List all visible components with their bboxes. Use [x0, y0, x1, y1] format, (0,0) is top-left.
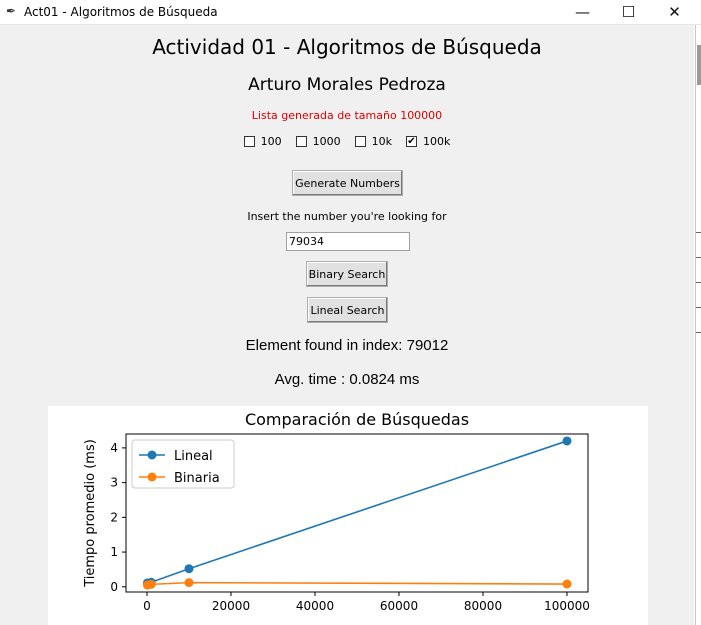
- lineal-search-button[interactable]: Lineal Search: [307, 297, 388, 323]
- size-option-label: 10k: [371, 135, 392, 148]
- x-tick-label: 40000: [296, 599, 334, 613]
- generate-numbers-button[interactable]: Generate Numbers: [292, 170, 403, 196]
- background-scrollbar-thumb: [697, 45, 701, 85]
- data-point-binaria: [146, 579, 156, 589]
- y-axis-label: Tiempo promedio (ms): [83, 439, 98, 588]
- data-point-lineal: [562, 436, 572, 446]
- legend-box: [131, 439, 235, 489]
- legend-label-binaria: Binaria: [174, 471, 220, 486]
- data-point-binaria: [184, 578, 194, 588]
- size-option-10k[interactable]: 10k: [354, 135, 392, 148]
- checkbox-100k[interactable]: ✔: [406, 135, 417, 147]
- avg-time-label: Avg. time : 0.0824 ms: [274, 371, 420, 388]
- data-point-binaria: [562, 579, 572, 589]
- maximize-button[interactable]: ☐: [606, 0, 651, 24]
- size-option-label: 100: [260, 135, 282, 148]
- chart-title: Comparación de Búsquedas: [245, 410, 469, 429]
- checkbox-10k[interactable]: [354, 136, 366, 147]
- x-tick-label: 20000: [212, 599, 250, 613]
- comparison-chart: Comparación de Búsquedas 0 20000 40000 60000…: [83, 410, 590, 613]
- close-icon: ✕: [668, 3, 681, 21]
- x-tick-label: 0: [143, 599, 151, 613]
- close-button[interactable]: ✕: [652, 0, 697, 24]
- data-point-lineal: [184, 564, 194, 574]
- legend-marker-binaria: [147, 472, 157, 482]
- y-tick-label: 3: [110, 476, 118, 490]
- y-tick-label: 2: [110, 510, 118, 524]
- feather-icon: ✒: [6, 4, 17, 18]
- status-message: Lista generada de tamaño 100000: [251, 109, 443, 122]
- checkbox-100[interactable]: [243, 136, 255, 147]
- x-tick-label: 80000: [464, 599, 502, 613]
- chart-panel: Comparación de Búsquedas 0 20000 40000 60000…: [48, 406, 648, 625]
- y-tick-label: 0: [110, 580, 118, 594]
- title-bar: ✒ Act01 - Algoritmos de Búsqueda — ☐ ✕: [0, 0, 701, 25]
- found-index-label: Element found in index: 79012: [245, 337, 449, 354]
- checkbox-1000[interactable]: [295, 136, 307, 147]
- legend-label-lineal: Lineal: [174, 449, 213, 464]
- search-input[interactable]: [286, 232, 410, 251]
- page-title: Actividad 01 - Algoritmos de Búsqueda: [152, 35, 542, 59]
- y-tick-label: 1: [110, 545, 118, 559]
- size-option-1000[interactable]: 1000: [295, 135, 341, 148]
- window-title: Act01 - Algoritmos de Búsqueda: [24, 5, 218, 19]
- author-name: Arturo Morales Pedroza: [248, 75, 446, 95]
- maximize-icon: ☐: [621, 3, 636, 21]
- size-option-label: 100k: [423, 135, 451, 148]
- size-option-label: 1000: [312, 135, 341, 148]
- window-client: Actividad 01 - Algoritmos de Búsqueda Ar…: [0, 25, 694, 625]
- y-tick-label: 4: [110, 441, 118, 455]
- size-option-100[interactable]: 100: [243, 135, 282, 148]
- minimize-icon: —: [575, 3, 590, 21]
- x-tick-label: 100000: [544, 599, 590, 613]
- size-options: 100 1000 10k ✔ 100k: [0, 135, 694, 148]
- background-window-edge: [695, 25, 701, 625]
- search-prompt-label: Insert the number you're looking for: [247, 210, 447, 223]
- series-line-binaria: [147, 581, 568, 586]
- x-tick-label: 60000: [380, 599, 418, 613]
- minimize-button[interactable]: —: [560, 0, 605, 24]
- binary-search-button[interactable]: Binary Search: [306, 261, 388, 287]
- plot-frame: [125, 433, 589, 593]
- size-option-100k[interactable]: ✔ 100k: [406, 135, 450, 148]
- legend-marker-lineal: [147, 450, 157, 460]
